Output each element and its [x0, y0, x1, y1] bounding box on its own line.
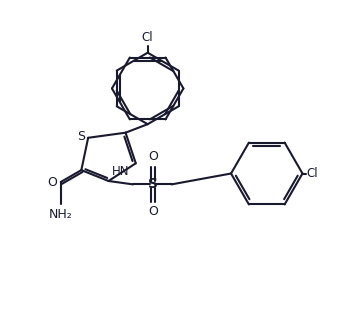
Text: O: O — [148, 150, 158, 163]
Text: NH₂: NH₂ — [49, 208, 73, 221]
Text: Cl: Cl — [307, 167, 318, 180]
Text: S: S — [77, 130, 85, 143]
Text: O: O — [148, 206, 158, 218]
Text: S: S — [148, 177, 158, 191]
Text: Cl: Cl — [142, 31, 154, 44]
Text: HN: HN — [112, 165, 130, 178]
Text: O: O — [47, 176, 57, 188]
